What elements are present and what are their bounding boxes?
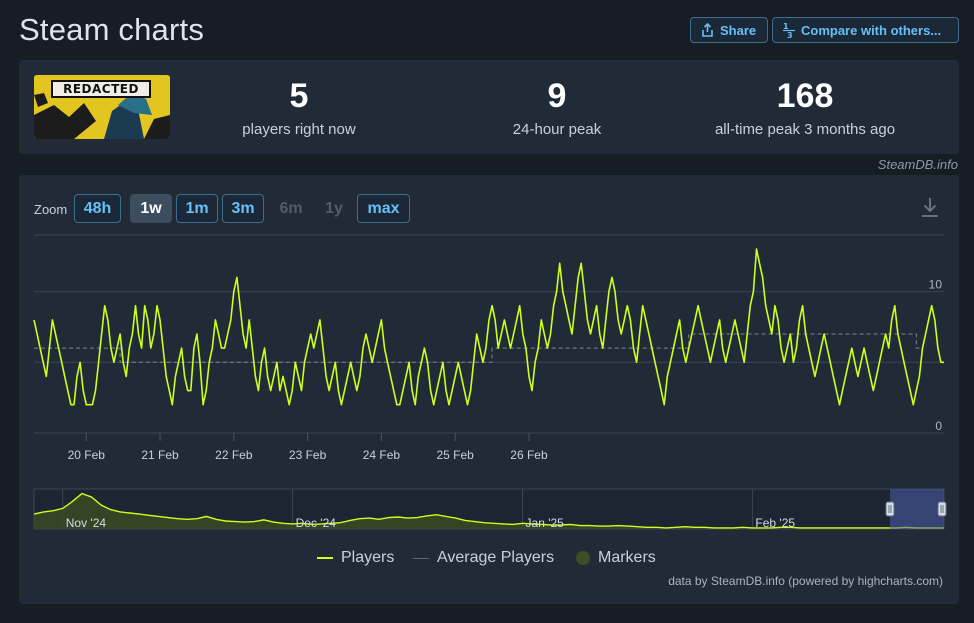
x-tick-label: 23 Feb xyxy=(289,448,327,462)
game-logo-text: REDACTED xyxy=(63,82,139,96)
players-line xyxy=(33,248,944,406)
zoom-label: Zoom xyxy=(34,202,68,217)
navigator-handle-left[interactable] xyxy=(885,501,895,517)
players-now-value: 5 xyxy=(289,77,309,115)
navigator-tick-label: Feb '25 xyxy=(755,516,795,530)
navigator-handle-right[interactable] xyxy=(937,501,947,517)
navigator-tick-label: Dec '24 xyxy=(296,516,337,530)
stat-24h-peak: 9 24-hour peak xyxy=(477,78,637,138)
legend-average-players[interactable]: Average Players xyxy=(413,549,554,567)
legend-players-swatch xyxy=(317,557,333,559)
download-icon[interactable] xyxy=(920,195,940,219)
share-button[interactable]: Share xyxy=(690,17,768,43)
x-tick-label: 20 Feb xyxy=(68,448,106,462)
legend-players-label: Players xyxy=(341,549,395,566)
legend-average-swatch xyxy=(413,557,429,559)
stat-all-time-peak: 168 all-time peak 3 months ago xyxy=(699,78,911,138)
players-chart[interactable]: 0 10 20 Feb 21 Feb 22 Feb 23 Feb 24 Feb 25 Feb 2… xyxy=(19,175,959,604)
all-time-peak-label: all-time peak 3 months ago xyxy=(714,121,896,138)
zoom-3m-button[interactable]: 3m xyxy=(222,194,264,223)
x-tick-label: 24 Feb xyxy=(363,448,401,462)
peak-24h-value: 9 xyxy=(547,77,567,115)
stats-panel: REDACTED 5 players right now 9 24-hour p… xyxy=(19,60,959,154)
zoom-48h-button[interactable]: 48h xyxy=(74,194,121,223)
share-label: Share xyxy=(720,22,757,38)
players-now-label: players right now xyxy=(242,121,356,138)
navigator-line xyxy=(33,492,944,529)
steamdb-attribution[interactable]: SteamDB.info xyxy=(877,157,958,172)
compare-label: Compare with others... xyxy=(801,22,942,38)
zoom-1w-button[interactable]: 1w xyxy=(130,194,172,223)
chart-panel: Zoom 48h 1w 1m 3m 6m 1y max 0 10 20 Feb 21 … xyxy=(19,175,959,604)
page-title: Steam charts xyxy=(19,12,205,47)
svg-text:1: 1 xyxy=(783,22,789,31)
navigator-tick-label: Nov '24 xyxy=(66,516,107,530)
zoom-1y-button: 1y xyxy=(325,199,343,217)
y-tick-label: 0 xyxy=(935,419,942,433)
all-time-peak-value: 168 xyxy=(776,77,834,115)
zoom-1m-button[interactable]: 1m xyxy=(176,194,218,223)
average-players-line xyxy=(34,333,923,363)
zoom-max-button[interactable]: max xyxy=(357,194,410,223)
game-thumbnail[interactable]: REDACTED xyxy=(34,75,170,139)
peak-24h-label: 24-hour peak xyxy=(512,121,602,138)
legend-average-label: Average Players xyxy=(437,549,555,566)
navigator-tick-label: Jan '25 xyxy=(526,516,565,530)
zoom-6m-button: 6m xyxy=(279,199,303,217)
legend-markers-swatch xyxy=(576,551,590,565)
chart-credit[interactable]: data by SteamDB.info (powered by highcha… xyxy=(668,574,943,588)
legend-markers[interactable]: Markers xyxy=(576,549,656,567)
svg-text:3: 3 xyxy=(787,31,793,38)
legend-players[interactable]: Players xyxy=(317,549,394,567)
x-tick-label: 21 Feb xyxy=(141,448,179,462)
x-tick-label: 25 Feb xyxy=(437,448,475,462)
navigator-selection[interactable] xyxy=(890,489,944,529)
navigator-area xyxy=(34,493,944,529)
stat-players-now: 5 players right now xyxy=(219,78,379,138)
share-icon xyxy=(701,23,714,37)
x-tick-label: 26 Feb xyxy=(510,448,548,462)
y-tick-label: 10 xyxy=(929,278,943,292)
x-tick-label: 22 Feb xyxy=(215,448,253,462)
legend-markers-label: Markers xyxy=(598,549,656,566)
